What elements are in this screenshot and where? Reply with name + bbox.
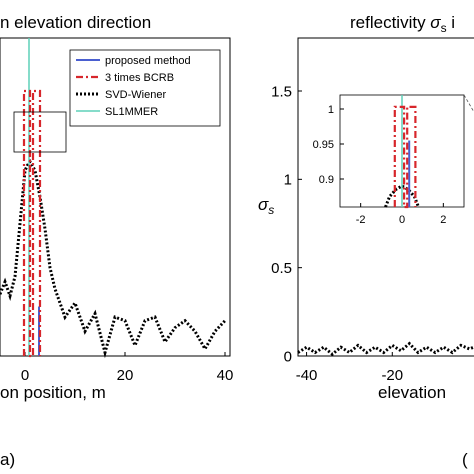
right-y-axis-label: σs <box>258 195 274 217</box>
right-panel-label: ( <box>462 450 468 469</box>
inset-ticks: -2 0 2 0.9 0.95 1 <box>313 104 447 226</box>
left-series-group <box>0 38 227 359</box>
right-y-tick-label: 1.5 <box>271 83 292 100</box>
legend-label-proposed-method: proposed method <box>105 55 191 67</box>
inset-series-3-times-bcrb <box>393 105 417 209</box>
inset-zoom-chart: -2 0 2 0.9 0.95 1 <box>313 94 465 226</box>
right-y-tick-label: 1 <box>284 172 292 189</box>
left-chart-title: n elevation direction <box>0 13 151 32</box>
inset-y-tick-label: 0.9 <box>319 174 334 186</box>
left-x-ticks: 0 20 40 <box>21 352 234 384</box>
right-chart-title: reflectivity σs i <box>350 13 455 35</box>
zoom-region-box <box>13 111 67 153</box>
inset-y-tick-label: 1 <box>328 104 334 116</box>
right-y-tick-label: 0.5 <box>271 260 292 277</box>
right-plot-area <box>297 37 474 357</box>
inset-connector-line <box>463 94 474 113</box>
inset-series-group <box>384 95 420 209</box>
legend: proposed method 3 times BCRB SVD-Wiener SL1… <box>69 49 221 127</box>
inset-x-tick-label: -2 <box>356 214 366 226</box>
inset-y-tick-label: 0.95 <box>313 139 334 151</box>
left-x-tick-label: 20 <box>117 367 134 384</box>
legend-label-svd-wiener: SVD-Wiener <box>105 89 166 101</box>
right-y-tick-label: 0 <box>284 348 292 365</box>
right-x-tick-label: -20 <box>381 367 403 384</box>
left-panel-label: a) <box>0 450 15 469</box>
inset-x-tick-label: 0 <box>399 214 405 226</box>
left-x-tick-label: 40 <box>217 367 234 384</box>
legend-label-3-times-bcrb: 3 times BCRB <box>105 72 174 84</box>
right-series-svd-wiener <box>297 341 474 357</box>
left-plot-area <box>0 37 231 357</box>
right-x-axis-label: elevation <box>378 383 446 402</box>
inset-x-tick-label: 2 <box>440 214 446 226</box>
left-series-3-times-bcrb <box>22 89 42 358</box>
right-series-group <box>297 341 474 357</box>
right-x-tick-label: -40 <box>296 367 318 384</box>
legend-label-sl1mmer: SL1MMER <box>105 106 158 118</box>
left-x-axis-label: on position, m <box>0 383 106 402</box>
legend-box <box>69 49 221 127</box>
left-x-tick-label: 0 <box>21 367 29 384</box>
left-chart-panel: n elevation direction 0 20 40 on position,… <box>0 13 233 469</box>
